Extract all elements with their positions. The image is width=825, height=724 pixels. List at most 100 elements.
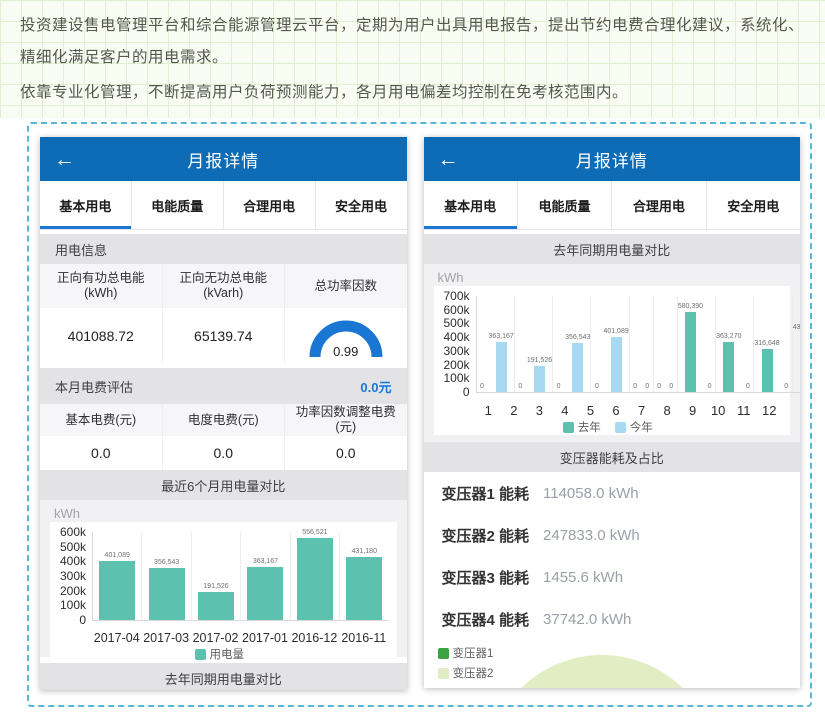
col-header-basic-fee: 基本电费(元) <box>40 404 163 436</box>
bar-group: 556,521 <box>289 529 339 620</box>
chart-legend-item[interactable]: 去年 <box>562 419 601 435</box>
chart-legend-item[interactable]: 今年 <box>614 419 653 435</box>
transformer2-swatch-icon <box>437 667 449 679</box>
col-header-active-energy: 正向有功总电能(kWh) <box>40 264 163 308</box>
section-bill-estimate: 本月电费评估 0.0元 <box>40 368 407 404</box>
bar-value-label: 316,648 <box>754 339 780 347</box>
intro-paragraph-1: 投资建设售电管理平台和综合能源管理云平台，定期为用户出具用电报告，提出节约电费合… <box>20 17 805 66</box>
bar-value-label: 556,521 <box>302 529 328 537</box>
y-axis-unit-label: kWh <box>54 506 80 521</box>
screenshot-board: ← 月报详情 基本用电 电能质量 合理用电 安全用电 用电信息 正向有功总电能(… <box>27 122 812 707</box>
x-tick-label: 2016-12 <box>291 631 338 645</box>
bar-column: 0 <box>477 296 488 392</box>
tab-reasonable-usage[interactable]: 合理用电 <box>611 181 705 229</box>
col-header-energy-fee: 电度电费(元) <box>163 404 285 436</box>
legend-item-transformer2[interactable]: 变压器2 <box>437 665 493 681</box>
transformer-value: 37742.0 kWh <box>543 610 632 628</box>
tab-power-quality[interactable]: 电能质量 <box>130 181 223 229</box>
bar-column: 401,089 <box>603 296 629 392</box>
bar-value-label: 0 <box>669 383 674 390</box>
bar-column: 430,322 <box>793 296 800 392</box>
bar-group: 191,526 <box>190 532 240 620</box>
bar-column: 356,543 <box>565 296 590 392</box>
section-usage-info: 用电信息 <box>40 234 407 264</box>
bar <box>99 561 136 620</box>
y-tick-label: 0 <box>462 384 470 399</box>
bar-group: 363,270 0 <box>715 296 753 392</box>
section-yoy-footer-title: 去年同期用电量对比 <box>40 663 407 690</box>
tab-safe-usage[interactable]: 安全用电 <box>705 181 800 229</box>
power-factor-value: 0.99 <box>333 344 359 359</box>
bar-value-label: 356,543 <box>565 334 591 342</box>
tab-reasonable-usage[interactable]: 合理用电 <box>222 181 315 229</box>
tab-bar: 基本用电 电能质量 合理用电 安全用电 <box>40 181 407 230</box>
bar-value-label: 191,526 <box>203 582 229 590</box>
x-tick-label: 10 <box>710 403 726 418</box>
tab-basic-usage[interactable]: 基本用电 <box>40 181 131 229</box>
x-tick-label: 6 <box>612 403 620 418</box>
bar-column: 316,648 <box>754 296 780 392</box>
transformer1-swatch-icon <box>437 647 449 659</box>
x-tick-label: 2016-11 <box>341 631 387 645</box>
bar-group: 0 356,543 <box>552 296 590 392</box>
transformer-label: 变压器4 能耗 <box>441 611 530 629</box>
bill-estimate-label: 本月电费评估 <box>55 379 134 395</box>
bar-value-label: 0 <box>518 383 523 390</box>
power-factor-gauge: 0.99 <box>307 313 385 359</box>
bar-group: 580,390 0 <box>676 296 715 392</box>
y-tick-label: 100k <box>443 371 470 386</box>
col-header-power-factor: 总功率因数 <box>314 278 377 293</box>
bar-column: 0 <box>704 296 715 392</box>
x-tick-label: 7 <box>637 403 646 418</box>
bar-value-label: 363,167 <box>488 333 514 341</box>
bar <box>148 567 185 620</box>
bar-value-label: 0 <box>556 383 561 390</box>
tab-basic-usage[interactable]: 基本用电 <box>423 181 518 229</box>
bar-column: 363,270 <box>716 296 741 392</box>
bar-group: 316,648 0 <box>753 296 791 392</box>
bar-value-label: 0 <box>594 383 599 390</box>
bar-group: 401,089 <box>93 532 141 620</box>
power-factor-cell: 0.99 <box>285 308 407 364</box>
bar-value-label: 0 <box>633 383 638 390</box>
chart-legend-item[interactable]: 用电量 <box>194 646 244 662</box>
tab-power-quality[interactable]: 电能质量 <box>516 181 611 229</box>
y-tick-label: 100k <box>59 598 86 613</box>
bar-column: 0 <box>654 296 665 392</box>
back-arrow-icon[interactable]: ← <box>54 147 75 171</box>
transformer-row-3: 变压器3 能耗 1455.6 kWh <box>423 556 800 598</box>
legend-item-transformer1[interactable]: 变压器1 <box>437 645 493 661</box>
tab-safe-usage[interactable]: 安全用电 <box>314 181 407 229</box>
transformer-value: 247833.0 kWh <box>543 526 640 544</box>
x-tick-label: 3 <box>535 403 543 418</box>
bar-value-label: 431,180 <box>351 547 377 555</box>
bar-column: 0 <box>642 296 653 392</box>
bar-group: 431,180 <box>339 532 388 620</box>
pie-legend: 变压器1 变压器2 <box>437 645 493 685</box>
bar-group: 0 401,089 <box>590 296 629 392</box>
bar-column: 356,543 <box>148 532 185 620</box>
x-tick-label: 5 <box>586 403 595 418</box>
bar-value-label: 0 <box>645 383 650 390</box>
app-header: ← 月报详情 <box>40 137 407 181</box>
bar <box>247 566 284 620</box>
intro-section: 投资建设售电管理平台和综合能源管理云平台，定期为用户出具用电报告，提出节约电费合… <box>0 0 825 118</box>
y-axis-ticks: 600k 500k 400k 300k 200k 100k 0 <box>50 525 92 626</box>
bar-column: 0 <box>515 296 526 392</box>
chart-panel: 600k 500k 400k 300k 200k 100k 0 401,089 356,543… <box>50 522 397 662</box>
x-tick-label: 2017-01 <box>242 631 288 645</box>
bar <box>533 365 545 392</box>
bar-group: 0 191,526 <box>513 296 552 392</box>
bar-column: 556,521 <box>296 529 333 620</box>
x-axis-labels: 2017-04 2017-03 2017-02 2017-01 2016-12 2016-… <box>92 630 389 646</box>
bar-column: 0 <box>666 296 677 392</box>
active-energy-value: 401088.72 <box>40 308 163 364</box>
bar <box>198 591 235 620</box>
back-arrow-icon[interactable]: ← <box>437 147 459 171</box>
transformer-value: 114058.0 kWh <box>543 484 639 502</box>
recent6-bar-chart: kWh 600k 500k 400k 300k 200k 100k 0 401,089 356… <box>40 500 407 662</box>
right-phone-screenshot: ← 月报详情 基本用电 电能质量 合理用电 安全用电 去年同期用电量对比 kWh… <box>423 137 800 688</box>
y-tick-label: 600k <box>443 302 470 317</box>
y-tick-label: 600k <box>59 525 86 539</box>
